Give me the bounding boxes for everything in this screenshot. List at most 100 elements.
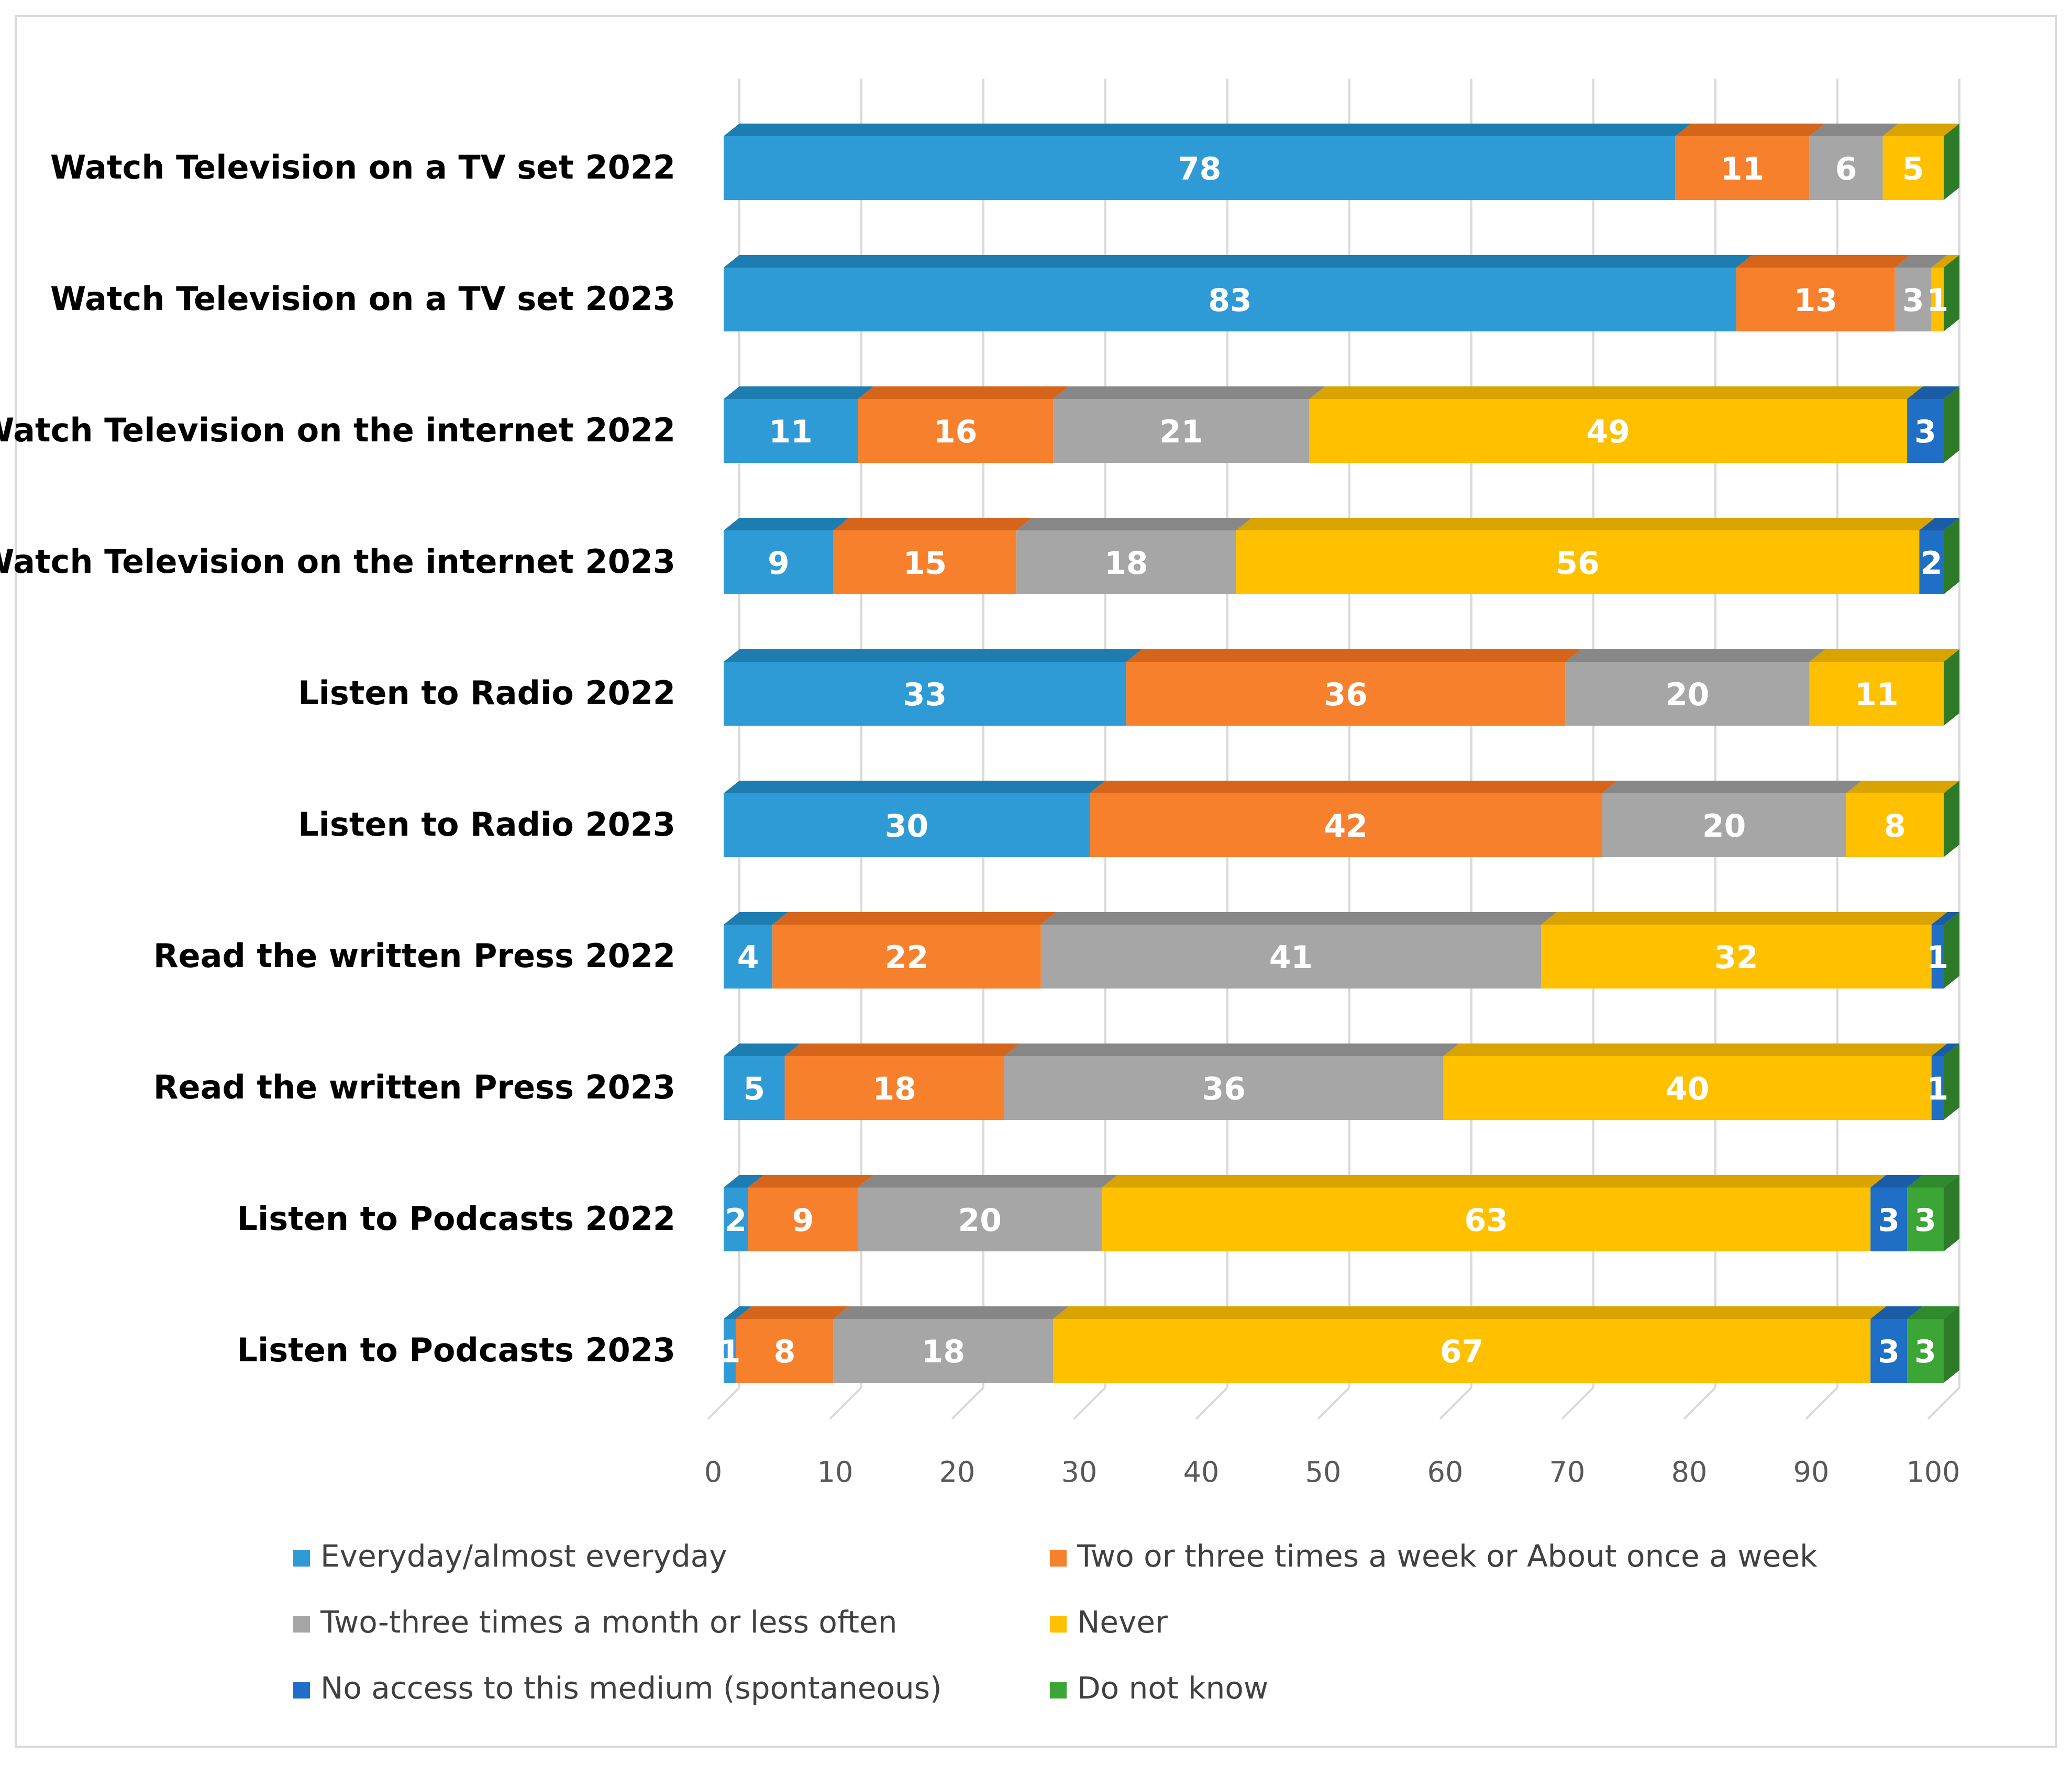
bar-top-face bbox=[1053, 386, 1325, 399]
data-label: 63 bbox=[1465, 1202, 1509, 1239]
bar-segment bbox=[1053, 399, 1310, 463]
x-tick-label-20: 20 bbox=[939, 1456, 976, 1489]
bar-segment bbox=[724, 1319, 736, 1383]
data-label: 22 bbox=[885, 939, 929, 976]
bar-top-face bbox=[1443, 1044, 1947, 1056]
data-label: 16 bbox=[934, 414, 978, 450]
bar-top-face bbox=[1931, 1044, 1959, 1056]
bar-top-face bbox=[784, 1044, 1020, 1056]
bar-side-face bbox=[1944, 255, 1959, 331]
legend-layer: Everyday/almost everyday Two or three tim… bbox=[293, 1538, 1818, 1706]
bar-group: 30 42 20 8 bbox=[724, 781, 1959, 857]
bar-side-face bbox=[1944, 518, 1959, 594]
bar-top-face bbox=[736, 1306, 849, 1319]
bar-top-face bbox=[1919, 518, 1959, 530]
bar-segment bbox=[1931, 1056, 1944, 1120]
category-label: Watch Television on the internet 2023 bbox=[0, 542, 675, 581]
data-label: 67 bbox=[1440, 1334, 1484, 1370]
bar-top-face bbox=[724, 1175, 764, 1187]
bar-top-face bbox=[1102, 1175, 1887, 1187]
bar-segment bbox=[1236, 530, 1920, 594]
bar-segment bbox=[1126, 662, 1566, 726]
data-label: 40 bbox=[1666, 1071, 1710, 1107]
data-label: 3 bbox=[1878, 1334, 1900, 1370]
bar-top-face bbox=[1846, 781, 1959, 793]
bar-segment bbox=[833, 530, 1017, 594]
floor-line-70 bbox=[1561, 1386, 1594, 1420]
legend-label: Do not know bbox=[1077, 1670, 1268, 1706]
legend-swatch bbox=[1050, 1550, 1067, 1567]
data-label: 83 bbox=[1208, 282, 1252, 319]
category-label: Listen to Podcasts 2023 bbox=[237, 1331, 675, 1369]
bar-segment bbox=[1602, 793, 1846, 857]
bar-top-face bbox=[1602, 781, 1862, 793]
data-label: 8 bbox=[1884, 808, 1906, 845]
bar-top-face bbox=[724, 386, 874, 399]
data-label: 6 bbox=[1835, 151, 1857, 187]
bar-top-face bbox=[1809, 124, 1899, 136]
bar-top-face bbox=[1541, 912, 1947, 925]
data-label: 56 bbox=[1556, 545, 1600, 582]
bar-segment bbox=[1894, 268, 1932, 331]
legend-item: Two-three times a month or less often bbox=[293, 1604, 898, 1640]
data-label: 8 bbox=[774, 1334, 796, 1370]
data-label: 42 bbox=[1324, 808, 1368, 845]
floor-line-30 bbox=[1073, 1386, 1106, 1420]
floor-line-0 bbox=[707, 1386, 740, 1420]
bar-segment bbox=[1309, 399, 1908, 463]
bar-top-face bbox=[1907, 1306, 1959, 1319]
data-label: 21 bbox=[1159, 414, 1203, 450]
bar-segment bbox=[724, 662, 1126, 726]
bar-top-face bbox=[724, 781, 1105, 793]
data-label: 9 bbox=[792, 1202, 814, 1239]
bar-segment bbox=[1870, 1319, 1908, 1383]
bar-top-face bbox=[1053, 1306, 1887, 1319]
bar-top-face bbox=[1090, 781, 1618, 793]
bar-group: 2 9 20 63 3 3 bbox=[724, 1175, 1959, 1251]
category-label: Read the written Press 2023 bbox=[153, 1068, 675, 1106]
legend-label: Two or three times a week or About once … bbox=[1077, 1538, 1818, 1574]
bar-segment bbox=[724, 925, 773, 989]
bar-top-face bbox=[858, 1175, 1118, 1187]
data-label: 5 bbox=[743, 1071, 765, 1107]
bar-top-face bbox=[858, 386, 1069, 399]
bar-segment bbox=[724, 793, 1090, 857]
legend-label: Everyday/almost everyday bbox=[320, 1538, 727, 1574]
bar-segment bbox=[1040, 925, 1542, 989]
category-label: Read the written Press 2022 bbox=[153, 937, 675, 975]
legend-label: No access to this medium (spontaneous) bbox=[320, 1670, 942, 1706]
bar-segment bbox=[1090, 793, 1602, 857]
bar-side-face bbox=[1944, 912, 1959, 989]
bar-top-face bbox=[724, 1044, 801, 1056]
bar-segment bbox=[1931, 925, 1944, 989]
bar-top-face bbox=[1236, 518, 1935, 530]
bar-segment bbox=[1053, 1319, 1871, 1383]
category-label: Watch Television on a TV set 2023 bbox=[50, 280, 675, 318]
x-tick-label-80: 80 bbox=[1671, 1456, 1708, 1489]
legend-swatch bbox=[1050, 1616, 1067, 1633]
bar-segment bbox=[1907, 1319, 1944, 1383]
x-tick-label-40: 40 bbox=[1183, 1456, 1220, 1489]
x-tick-label-50: 50 bbox=[1305, 1456, 1342, 1489]
floor-line-50 bbox=[1317, 1386, 1350, 1420]
bar-segment bbox=[1870, 1187, 1908, 1251]
bar-segment bbox=[1907, 399, 1944, 463]
legend-label: Two-three times a month or less often bbox=[320, 1604, 898, 1640]
x-tick-label-90: 90 bbox=[1793, 1456, 1830, 1489]
data-label: 20 bbox=[1666, 676, 1710, 713]
bar-top-face bbox=[1931, 255, 1959, 268]
bar-top-face bbox=[1675, 124, 1825, 136]
data-label: 3 bbox=[1878, 1202, 1900, 1239]
data-label: 36 bbox=[1324, 676, 1368, 713]
bar-top-face bbox=[1736, 255, 1911, 268]
category-label-layer: Watch Television on a TV set 2022 Watch T… bbox=[0, 148, 675, 1369]
bar-top-face bbox=[1931, 912, 1959, 925]
legend-swatch bbox=[293, 1550, 310, 1567]
floor-line-20 bbox=[951, 1386, 984, 1420]
data-label: 11 bbox=[1855, 676, 1899, 713]
floor-line-80 bbox=[1683, 1386, 1716, 1420]
bar-segment bbox=[748, 1187, 858, 1251]
bar-segment bbox=[724, 1187, 748, 1251]
floor-line-90 bbox=[1805, 1386, 1838, 1420]
